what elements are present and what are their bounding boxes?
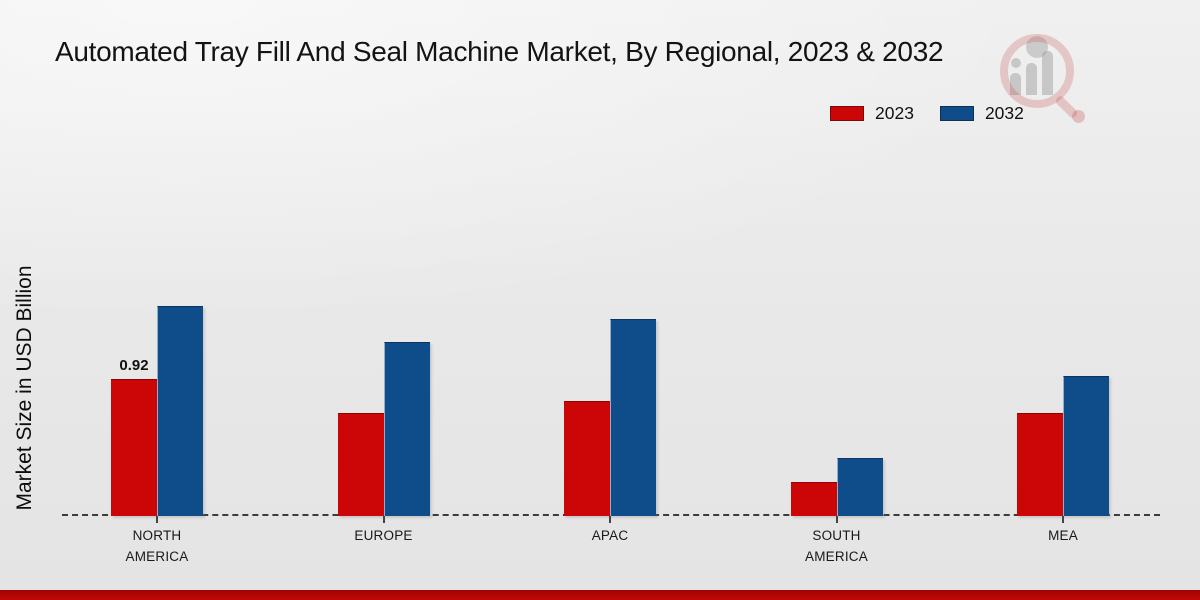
x-axis-category-label: APAC: [591, 528, 629, 543]
x-axis-category-label: NORTH AMERICA: [125, 528, 189, 564]
footer-accent-bar: [0, 590, 1200, 600]
x-axis-category-label: SOUTH AMERICA: [805, 528, 868, 564]
watermark-red-dot-shape: [1072, 110, 1085, 123]
x-axis-tick: [835, 516, 838, 523]
legend-item-2032: 2032: [939, 103, 1024, 124]
bar-2032-south-america: [836, 458, 883, 516]
magnifier-ring-icon: [1000, 34, 1074, 108]
chart-title: Automated Tray Fill And Seal Machine Mar…: [55, 36, 944, 67]
legend-swatch-2032: [939, 106, 974, 121]
bar-2023-europe: [337, 413, 384, 516]
bar-2032-mea: [1063, 376, 1109, 516]
legend-label-2023: 2023: [875, 103, 914, 123]
bar-2023-mea: [1017, 413, 1063, 516]
x-axis-category-label: MEA: [1048, 528, 1078, 543]
x-axis-tick: [609, 516, 611, 523]
bar-2032-apac: [610, 319, 656, 516]
legend: 2023 2032: [830, 103, 1024, 124]
bar-2032-europe: [383, 342, 430, 516]
bar-2023-apac: [564, 401, 610, 516]
bar-2032-north-america: [157, 306, 203, 516]
legend-label-2032: 2032: [984, 103, 1024, 123]
legend-item-2023: 2023: [830, 103, 914, 124]
x-axis-tick: [1062, 516, 1064, 523]
bar-2023-south-america: [790, 482, 837, 516]
legend-swatch-2023: [830, 106, 864, 121]
x-axis-tick: [382, 516, 385, 523]
x-axis-category-label: EUROPE: [354, 528, 413, 543]
x-axis-tick: [156, 516, 158, 523]
bar-2023-north-america: [111, 379, 157, 516]
bar-value-label: 0.92: [119, 357, 149, 374]
